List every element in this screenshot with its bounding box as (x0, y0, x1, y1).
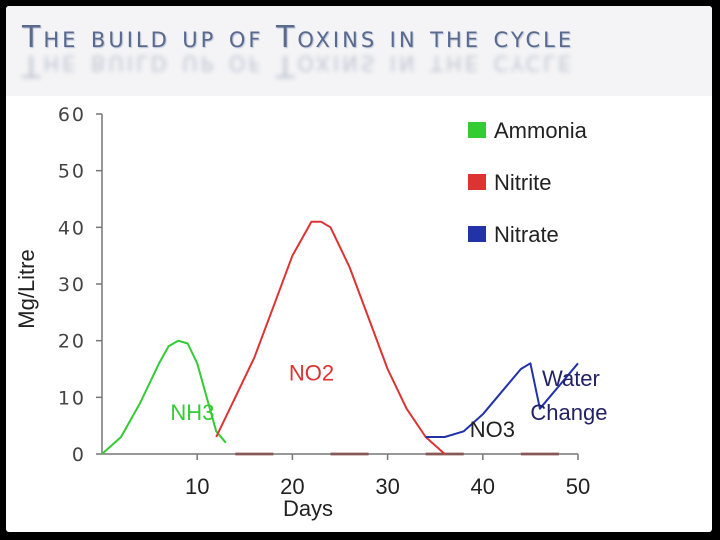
chart-canvas: 0 10 20 30 40 50 60 10 20 30 40 50 Days Mg/Litre NH3 NO… (14, 104, 607, 521)
legend-label-nitrite: Nitrite (494, 170, 551, 195)
legend-swatch-nitrite (468, 174, 486, 190)
series-line-ammonia (101, 339, 227, 455)
series-line-nitrate (425, 362, 579, 438)
legend-swatch-ammonia (468, 122, 486, 138)
y-tick-label: 50 (58, 161, 86, 183)
chart-title: The build up of Toxins in the cycle (22, 20, 575, 55)
series-label-nh3: NH3 (170, 400, 214, 425)
x-axis-label: Days (283, 496, 333, 521)
x-tick-label: 30 (375, 474, 399, 499)
x-tick-label: 10 (185, 474, 209, 499)
x-tick-label: 20 (280, 474, 304, 499)
legend-label-ammonia: Ammonia (494, 118, 588, 143)
series-line-nitrite (215, 220, 446, 455)
y-tick-label: 30 (58, 274, 86, 296)
x-tick-label: 50 (566, 474, 590, 499)
legend-swatch-nitrate (468, 226, 486, 242)
legend-label-nitrate: Nitrate (494, 222, 559, 247)
series-label-no3: NO3 (470, 417, 515, 442)
y-axis-label: Mg/Litre (14, 249, 39, 328)
title-banner: The build up of Toxins in the cycle The … (6, 6, 712, 96)
y-tick-label: 60 (58, 104, 86, 126)
series-label-no2: NO2 (289, 360, 334, 385)
y-tick-label: 20 (58, 331, 86, 353)
chart-title-reflection: The build up of Toxins in the cycle (22, 48, 575, 83)
x-tick-label: 40 (471, 474, 495, 499)
annotation-text: Water (542, 366, 600, 391)
chart-frame: The build up of Toxins in the cycle The … (6, 6, 712, 532)
y-tick-label: 0 (72, 444, 86, 466)
annotation-text: Change (530, 400, 607, 425)
y-tick-label: 40 (58, 217, 86, 239)
y-tick-label: 10 (58, 387, 86, 409)
